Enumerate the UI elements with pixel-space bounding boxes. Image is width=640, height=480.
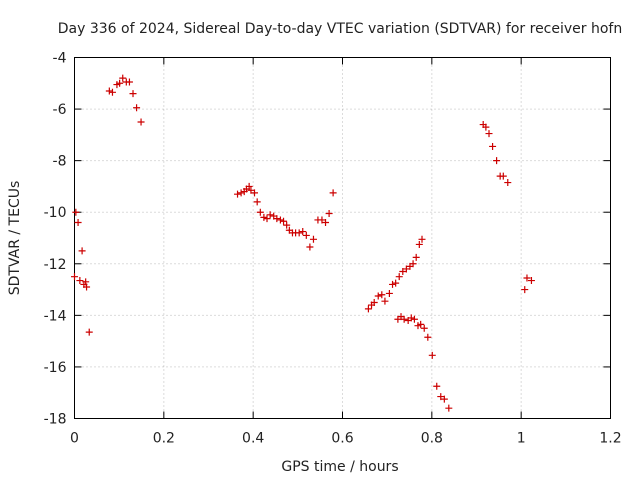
data-point <box>85 328 93 336</box>
data-point <box>440 395 448 403</box>
data-point <box>364 305 372 313</box>
data-point <box>309 235 317 243</box>
data-point <box>302 231 310 239</box>
x-tick-label: 0.4 <box>242 431 264 447</box>
y-tick-label: -18 <box>44 412 67 428</box>
plot-frame <box>74 57 611 419</box>
y-tick-label: -14 <box>44 308 67 324</box>
data-point <box>499 172 507 180</box>
data-point <box>400 315 408 323</box>
data-point <box>116 79 124 87</box>
data-point <box>256 208 264 216</box>
data-point <box>83 283 91 291</box>
data-point <box>273 215 281 223</box>
data-point <box>409 260 417 268</box>
data-point <box>420 324 428 332</box>
data-point <box>71 273 78 281</box>
data-point <box>322 219 330 227</box>
data-point <box>428 351 436 359</box>
x-tick-label: 1.2 <box>599 431 621 447</box>
data-point <box>318 216 326 224</box>
x-tick-label: 0 <box>70 431 79 447</box>
data-point <box>412 253 420 261</box>
data-point <box>381 297 389 305</box>
data-point <box>280 217 288 225</box>
data-point <box>72 208 80 216</box>
data-point <box>295 229 303 237</box>
y-tick-label: -8 <box>53 154 67 170</box>
data-point <box>266 211 274 219</box>
data-point <box>133 104 141 112</box>
y-tick-label: -16 <box>44 360 67 376</box>
data-point <box>482 123 490 131</box>
data-point <box>137 118 145 126</box>
data-point <box>410 315 418 323</box>
data-point <box>299 228 307 236</box>
data-point <box>370 298 378 306</box>
data-point <box>395 273 403 281</box>
data-point <box>306 243 314 251</box>
data-point <box>105 87 113 95</box>
data-point <box>389 280 397 288</box>
data-point <box>417 320 425 328</box>
data-point <box>433 382 441 390</box>
y-tick-label: -12 <box>44 257 67 273</box>
data-point <box>247 186 255 194</box>
x-tick-label: 0.6 <box>331 431 353 447</box>
data-point <box>325 210 333 218</box>
data-point <box>129 90 137 98</box>
data-point <box>424 333 432 341</box>
y-tick-label: -4 <box>53 51 67 67</box>
data-point <box>283 221 291 229</box>
data-point <box>485 130 493 138</box>
data-point <box>237 189 245 197</box>
data-point <box>445 404 453 412</box>
data-point <box>385 289 393 297</box>
axis-ticks: 0 0.2 0.4 0.6 0.8 1 1.2 -18 -16 -14 -12 -10 -8 -6 -4 <box>44 51 622 447</box>
data-point <box>253 198 261 206</box>
data-point <box>504 179 512 187</box>
data-point <box>527 277 535 285</box>
data-points <box>71 74 535 412</box>
y-tick-label: -10 <box>44 205 67 221</box>
data-point <box>392 279 400 287</box>
x-axis-label: GPS time / hours <box>281 459 398 475</box>
x-tick-label: 0.8 <box>421 431 443 447</box>
data-point <box>418 235 426 243</box>
data-point <box>82 278 90 286</box>
data-point <box>399 268 407 276</box>
chart-title: Day 336 of 2024, Sidereal Day-to-day VTE… <box>58 21 622 37</box>
data-point <box>78 247 86 255</box>
data-point <box>119 74 127 82</box>
data-point <box>234 190 242 198</box>
x-tick-label: 1 <box>517 431 526 447</box>
data-point <box>276 216 284 224</box>
data-point <box>374 292 382 300</box>
data-point <box>329 189 337 197</box>
data-point <box>437 393 445 401</box>
x-tick-label: 0.2 <box>153 431 175 447</box>
data-point <box>415 240 423 248</box>
data-point <box>378 291 386 299</box>
data-point <box>521 286 529 294</box>
y-axis-label: SDTVAR / TECUs <box>7 181 23 296</box>
data-point <box>125 78 133 86</box>
y-tick-label: -6 <box>53 102 67 118</box>
data-point <box>263 215 271 223</box>
data-point <box>245 182 253 190</box>
data-point <box>407 314 415 322</box>
data-point <box>402 265 410 273</box>
data-point <box>74 219 82 227</box>
data-point <box>523 274 531 282</box>
data-point <box>251 189 259 197</box>
data-point <box>260 213 268 221</box>
data-point <box>108 88 116 96</box>
data-point <box>493 157 501 165</box>
data-point <box>76 277 84 285</box>
grid <box>74 57 611 419</box>
data-point <box>489 142 497 150</box>
